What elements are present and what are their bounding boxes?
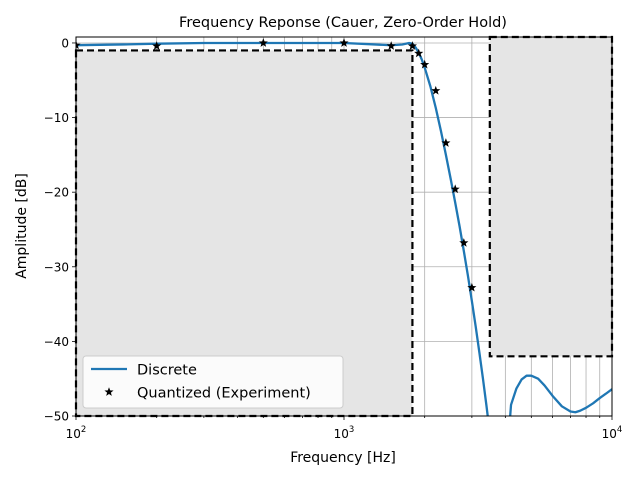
- y-axis-title: Amplitude [dB]: [14, 173, 30, 279]
- legend: Discrete Quantized (Experiment): [82, 355, 344, 409]
- data-point-quantized: [467, 282, 477, 292]
- data-point-quantized: [414, 48, 424, 58]
- legend-label-quantized: Quantized (Experiment): [137, 386, 311, 402]
- data-point-quantized: [431, 85, 441, 95]
- y-tick-label: −20: [44, 186, 69, 200]
- y-tick-label: 0: [61, 36, 69, 50]
- series-line-discrete: [76, 41, 489, 416]
- data-point-quantized: [258, 38, 268, 47]
- data-point-quantized: [459, 238, 469, 247]
- data-point-quantized: [339, 38, 349, 47]
- data-point-quantized: [441, 138, 451, 147]
- chart-title: Frequency Reponse (Cauer, Zero-Order Hol…: [179, 15, 507, 31]
- series-line-discrete: [509, 374, 612, 416]
- legend-label-discrete: Discrete: [137, 363, 197, 379]
- x-tick-label: 102: [66, 425, 87, 441]
- x-tick-label: 104: [602, 425, 623, 441]
- stopband-region: [488, 35, 614, 358]
- series-group: [76, 38, 612, 416]
- shaded-regions: [74, 35, 614, 418]
- data-point-quantized: [450, 184, 460, 194]
- legend-swatch-quantized: [104, 387, 114, 396]
- y-tick-label: −40: [44, 335, 69, 349]
- y-tick-label: −10: [44, 111, 69, 125]
- y-tick-label: −50: [44, 410, 69, 424]
- data-point-quantized: [76, 40, 81, 50]
- passband-region: [74, 49, 414, 418]
- legend-box: [82, 355, 344, 409]
- x-tick-label: 103: [334, 425, 355, 441]
- data-point-quantized: [386, 41, 396, 50]
- data-point-quantized: [152, 41, 162, 50]
- y-tick-label: −30: [44, 260, 69, 274]
- plot-area-frame: [75, 36, 613, 417]
- data-point-quantized: [407, 41, 417, 50]
- x-axis-title: Frequency [Hz]: [290, 450, 396, 466]
- data-point-quantized: [420, 59, 430, 69]
